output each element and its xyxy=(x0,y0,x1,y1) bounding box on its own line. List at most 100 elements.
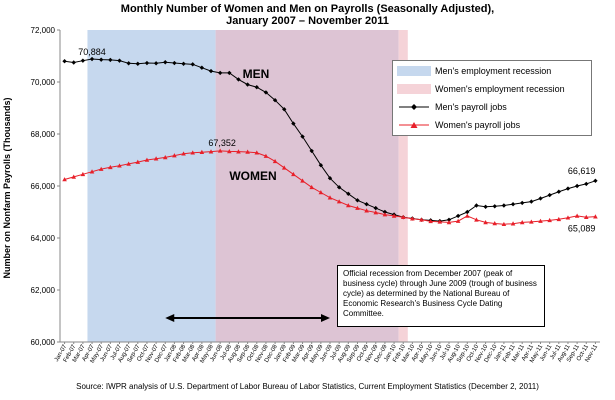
women-point xyxy=(71,174,77,179)
women-peak-label: 67,352 xyxy=(208,138,236,148)
men-point xyxy=(373,205,378,211)
men-point xyxy=(593,178,598,183)
women-point xyxy=(538,218,543,223)
legend-key-men-recession xyxy=(397,66,431,76)
y-tick-label: 72,000 xyxy=(31,26,56,35)
women-point xyxy=(199,149,205,154)
men-point xyxy=(529,199,534,204)
women-point xyxy=(410,216,415,221)
men-point xyxy=(584,181,589,187)
y-tick-label: 66,000 xyxy=(31,182,56,191)
men-point xyxy=(565,186,571,191)
women-point xyxy=(336,199,342,204)
women-point xyxy=(98,166,104,171)
men-point xyxy=(208,68,214,74)
men-point xyxy=(574,183,580,189)
women-point xyxy=(89,169,95,174)
men-point xyxy=(510,202,516,207)
men-point xyxy=(98,57,104,62)
y-tick-label: 68,000 xyxy=(31,130,56,139)
women-point xyxy=(464,213,470,218)
men-point xyxy=(117,58,122,63)
women-point xyxy=(519,220,525,225)
men-point xyxy=(336,185,342,190)
men-point xyxy=(538,196,543,201)
women-point xyxy=(327,195,333,200)
women-point xyxy=(62,177,67,182)
women-point xyxy=(510,221,516,226)
men-point xyxy=(217,70,223,76)
women-point xyxy=(565,215,571,220)
women-point xyxy=(483,220,488,225)
men-peak-label: 70,884 xyxy=(78,47,106,57)
women-point xyxy=(172,153,177,158)
men-point xyxy=(520,200,525,206)
women-point xyxy=(126,161,131,166)
legend-label-women-recession: Women's employment recession xyxy=(435,84,565,94)
women-point xyxy=(245,149,250,154)
women-point xyxy=(263,153,269,158)
men-point xyxy=(144,60,150,66)
women-point xyxy=(583,214,589,219)
men-point xyxy=(382,209,388,215)
women-point xyxy=(382,212,388,217)
men-point xyxy=(71,60,76,65)
women-point xyxy=(162,155,168,160)
women-point xyxy=(355,205,360,210)
men-point xyxy=(291,121,296,126)
men-point xyxy=(364,202,369,207)
women-end-label: 65,089 xyxy=(568,224,596,234)
women-point xyxy=(227,149,232,154)
women-point xyxy=(153,156,159,161)
men-point xyxy=(346,191,351,196)
men-point xyxy=(190,62,195,67)
women-point xyxy=(135,159,141,164)
legend-item-women-jobs: Women's payroll jobs xyxy=(397,119,520,131)
y-axis-label: Number on Nonfarm Payrolls (Thousands) xyxy=(2,97,12,279)
men-point xyxy=(300,134,305,139)
y-tick-label: 62,000 xyxy=(31,286,56,295)
women-point xyxy=(556,216,562,222)
women-point xyxy=(318,190,324,195)
legend-item-men-recession: Men's employment recession xyxy=(397,65,551,77)
women-point xyxy=(346,203,351,208)
recession-arrow-right-head xyxy=(321,314,330,322)
men-point xyxy=(483,204,488,209)
women-point xyxy=(236,149,241,154)
men-point xyxy=(455,213,461,219)
men-point xyxy=(245,82,250,87)
y-tick-label: 64,000 xyxy=(31,234,56,243)
men-point xyxy=(282,107,287,112)
men-point xyxy=(135,61,140,66)
men-point xyxy=(492,204,497,209)
women-point xyxy=(144,157,150,162)
men-point xyxy=(126,61,131,66)
legend-label-men-jobs: Men's payroll jobs xyxy=(435,102,507,112)
women-point xyxy=(593,214,598,219)
y-tick-label: 60,000 xyxy=(31,338,56,347)
women-point xyxy=(190,150,196,155)
men-point xyxy=(263,90,269,95)
women-point xyxy=(291,171,296,177)
women-point xyxy=(501,221,507,227)
men-point xyxy=(556,189,562,194)
women-point xyxy=(309,184,314,190)
men-point xyxy=(199,65,205,70)
men-point xyxy=(355,198,360,203)
men-point xyxy=(236,77,241,82)
mens-recession-band xyxy=(87,30,216,342)
source-note: Source: IWPR analysis of U.S. Department… xyxy=(76,382,539,391)
women-point xyxy=(217,148,223,153)
y-tick-label: 70,000 xyxy=(31,78,56,87)
women-point xyxy=(437,219,443,224)
men-point xyxy=(62,59,67,64)
legend-label-men-recession: Men's employment recession xyxy=(435,66,552,76)
men-point xyxy=(108,57,113,63)
chart-title-line-1: Monthly Number of Women and Men on Payro… xyxy=(120,3,495,15)
men-point xyxy=(254,85,259,90)
men-point xyxy=(272,98,278,103)
men-series-label: MEN xyxy=(243,67,270,81)
women-point xyxy=(254,150,260,155)
legend: Men's employment recession Women's emplo… xyxy=(392,60,592,136)
recession-note: Official recession from December 2007 (p… xyxy=(337,265,545,327)
